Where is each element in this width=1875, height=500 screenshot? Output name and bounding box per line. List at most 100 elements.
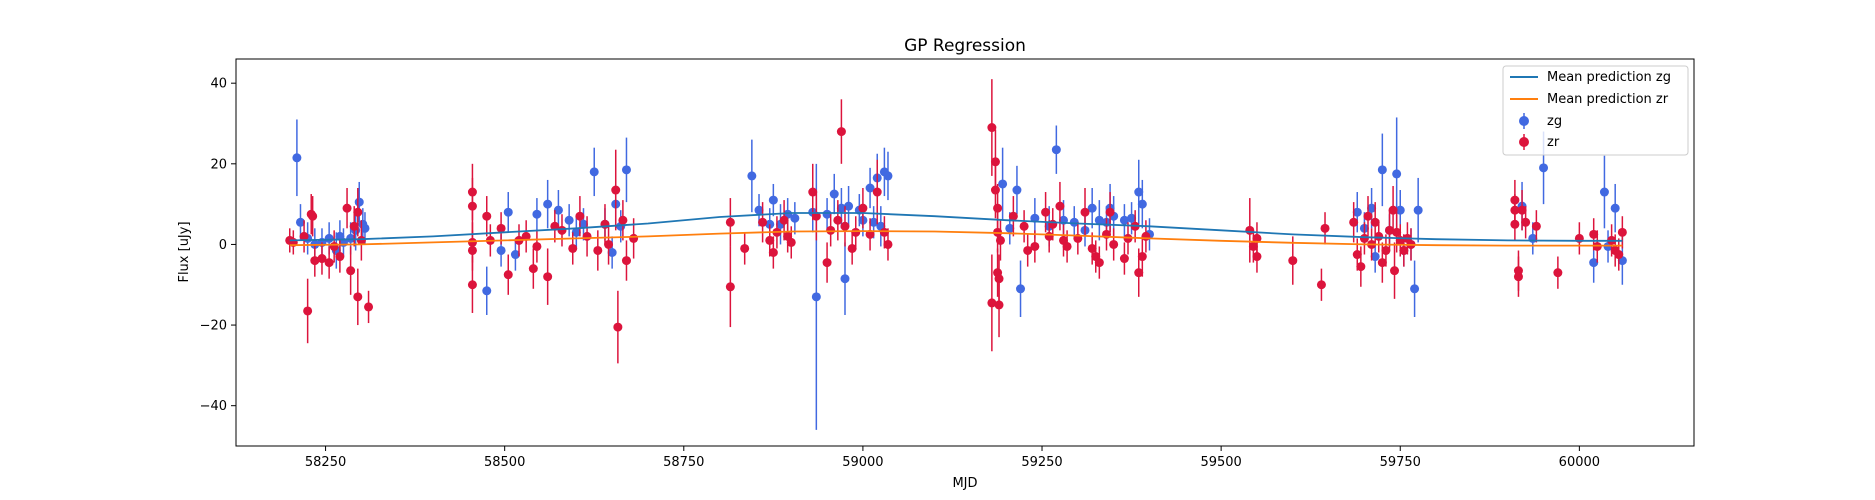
- data-point-zr: [858, 188, 868, 229]
- data-point-zg: [1410, 260, 1420, 317]
- legend: Mean prediction zg Mean prediction zr zg…: [1502, 65, 1689, 156]
- data-point-zr: [467, 256, 477, 313]
- data-point-zr: [883, 228, 893, 261]
- data-point-zr: [593, 230, 603, 271]
- data-point-zr: [1374, 220, 1384, 253]
- data-point-zr: [826, 214, 836, 247]
- data-point-zr: [1388, 185, 1398, 235]
- data-point-zr: [1390, 242, 1400, 299]
- data-point-zg: [840, 242, 850, 315]
- data-point-zg: [1094, 200, 1104, 241]
- data-point-zr: [758, 202, 768, 243]
- data-point-zg: [1119, 204, 1129, 237]
- data-point-zr: [1316, 268, 1326, 301]
- data-point-zr: [575, 196, 585, 237]
- x-tick-label: 60000: [1559, 455, 1600, 470]
- legend-mean-zr-label: Mean prediction zr: [1547, 92, 1669, 107]
- data-point-zr: [1137, 236, 1147, 277]
- data-point-zr: [353, 268, 363, 326]
- data-point-zr: [1349, 202, 1359, 243]
- x-tick-label: 59250: [1021, 455, 1062, 470]
- data-point-zg: [510, 238, 520, 271]
- x-tick-label: 59500: [1200, 455, 1241, 470]
- y-tick-label: −20: [200, 319, 227, 334]
- data-point-zg: [829, 173, 839, 215]
- data-point-zr: [604, 224, 614, 265]
- data-point-zr: [1363, 196, 1373, 237]
- data-point-zr: [1109, 228, 1119, 261]
- data-point-zr: [496, 212, 506, 245]
- y-tick-label: 0: [219, 238, 227, 253]
- mean-prediction-line-zr: [289, 230, 1623, 247]
- data-point-zr: [1019, 210, 1029, 243]
- data-point-zr: [1513, 256, 1523, 297]
- data-point-zg: [589, 147, 599, 197]
- data-point-zr: [1385, 210, 1395, 251]
- data-point-zg: [865, 167, 875, 209]
- data-point-zr: [994, 272, 1004, 338]
- data-point-zr: [808, 163, 818, 221]
- data-point-zr: [543, 248, 553, 305]
- data-point-zr: [995, 220, 1005, 261]
- data-point-zg: [998, 147, 1008, 221]
- data-point-zg: [768, 183, 778, 217]
- data-point-zr: [618, 200, 628, 241]
- data-point-zr: [621, 240, 631, 281]
- data-point-zg: [543, 179, 553, 229]
- data-point-zr: [1041, 192, 1051, 233]
- data-point-zr: [353, 188, 363, 237]
- data-point-zr: [833, 200, 843, 241]
- data-point-zr: [335, 240, 345, 273]
- data-point-zr: [1320, 212, 1330, 245]
- data-point-zg: [1352, 192, 1362, 233]
- y-tick-label: −40: [200, 399, 227, 414]
- data-point-zr: [1392, 212, 1402, 253]
- data-point-zg: [1395, 190, 1405, 231]
- data-point-zr: [528, 248, 538, 289]
- data-point-zr: [611, 149, 621, 231]
- data-point-zr: [1614, 238, 1624, 271]
- data-point-zg: [503, 192, 513, 233]
- data-point-zr: [1094, 246, 1104, 279]
- data-point-zr: [346, 246, 356, 295]
- data-point-zr: [1023, 234, 1033, 267]
- data-point-zr: [1030, 230, 1040, 263]
- data-point-zr: [740, 232, 750, 265]
- data-point-zg: [1413, 177, 1423, 243]
- data-point-zr: [613, 290, 623, 364]
- data-point-zg: [883, 151, 893, 201]
- data-point-zr: [1510, 208, 1520, 241]
- x-tick-label: 58500: [484, 455, 525, 470]
- legend-zr-marker: [1519, 134, 1529, 150]
- data-point-zr: [725, 246, 735, 328]
- data-point-zg: [1051, 125, 1061, 174]
- data-point-zg: [532, 198, 542, 231]
- data-point-zg: [790, 202, 800, 235]
- mean-prediction-line-zg: [289, 212, 1623, 242]
- chart-title: GP Regression: [904, 36, 1026, 56]
- data-point-zg: [1069, 206, 1079, 239]
- data-point-zr: [308, 196, 318, 237]
- x-axis-label: MJD: [952, 476, 977, 491]
- data-point-zr: [356, 220, 366, 261]
- data-point-zr: [1531, 210, 1541, 243]
- data-point-zr: [725, 198, 735, 247]
- data-point-zr: [1553, 256, 1563, 289]
- data-point-zr: [1288, 236, 1298, 285]
- data-point-zr: [836, 99, 846, 164]
- data-point-zr: [1119, 242, 1129, 275]
- data-point-zg: [1134, 159, 1144, 225]
- data-point-zg: [1599, 155, 1609, 229]
- data-point-zr: [1617, 216, 1627, 249]
- data-point-zr: [1080, 188, 1090, 237]
- data-point-zg: [822, 198, 832, 231]
- data-point-zr: [364, 290, 374, 324]
- data-point-zg: [564, 204, 574, 237]
- data-point-zr: [532, 230, 542, 263]
- y-axis-label: Flux [uJy]: [177, 221, 192, 282]
- data-point-zr: [1574, 222, 1584, 255]
- data-point-zr: [482, 196, 492, 237]
- data-point-zr: [851, 216, 861, 249]
- data-layer: [285, 79, 1627, 430]
